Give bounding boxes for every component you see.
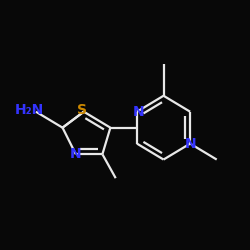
Text: N: N [70,147,82,161]
Text: S: S [78,104,88,118]
Text: N: N [184,136,196,150]
Text: N: N [132,105,144,119]
Text: H₂N: H₂N [15,104,44,118]
